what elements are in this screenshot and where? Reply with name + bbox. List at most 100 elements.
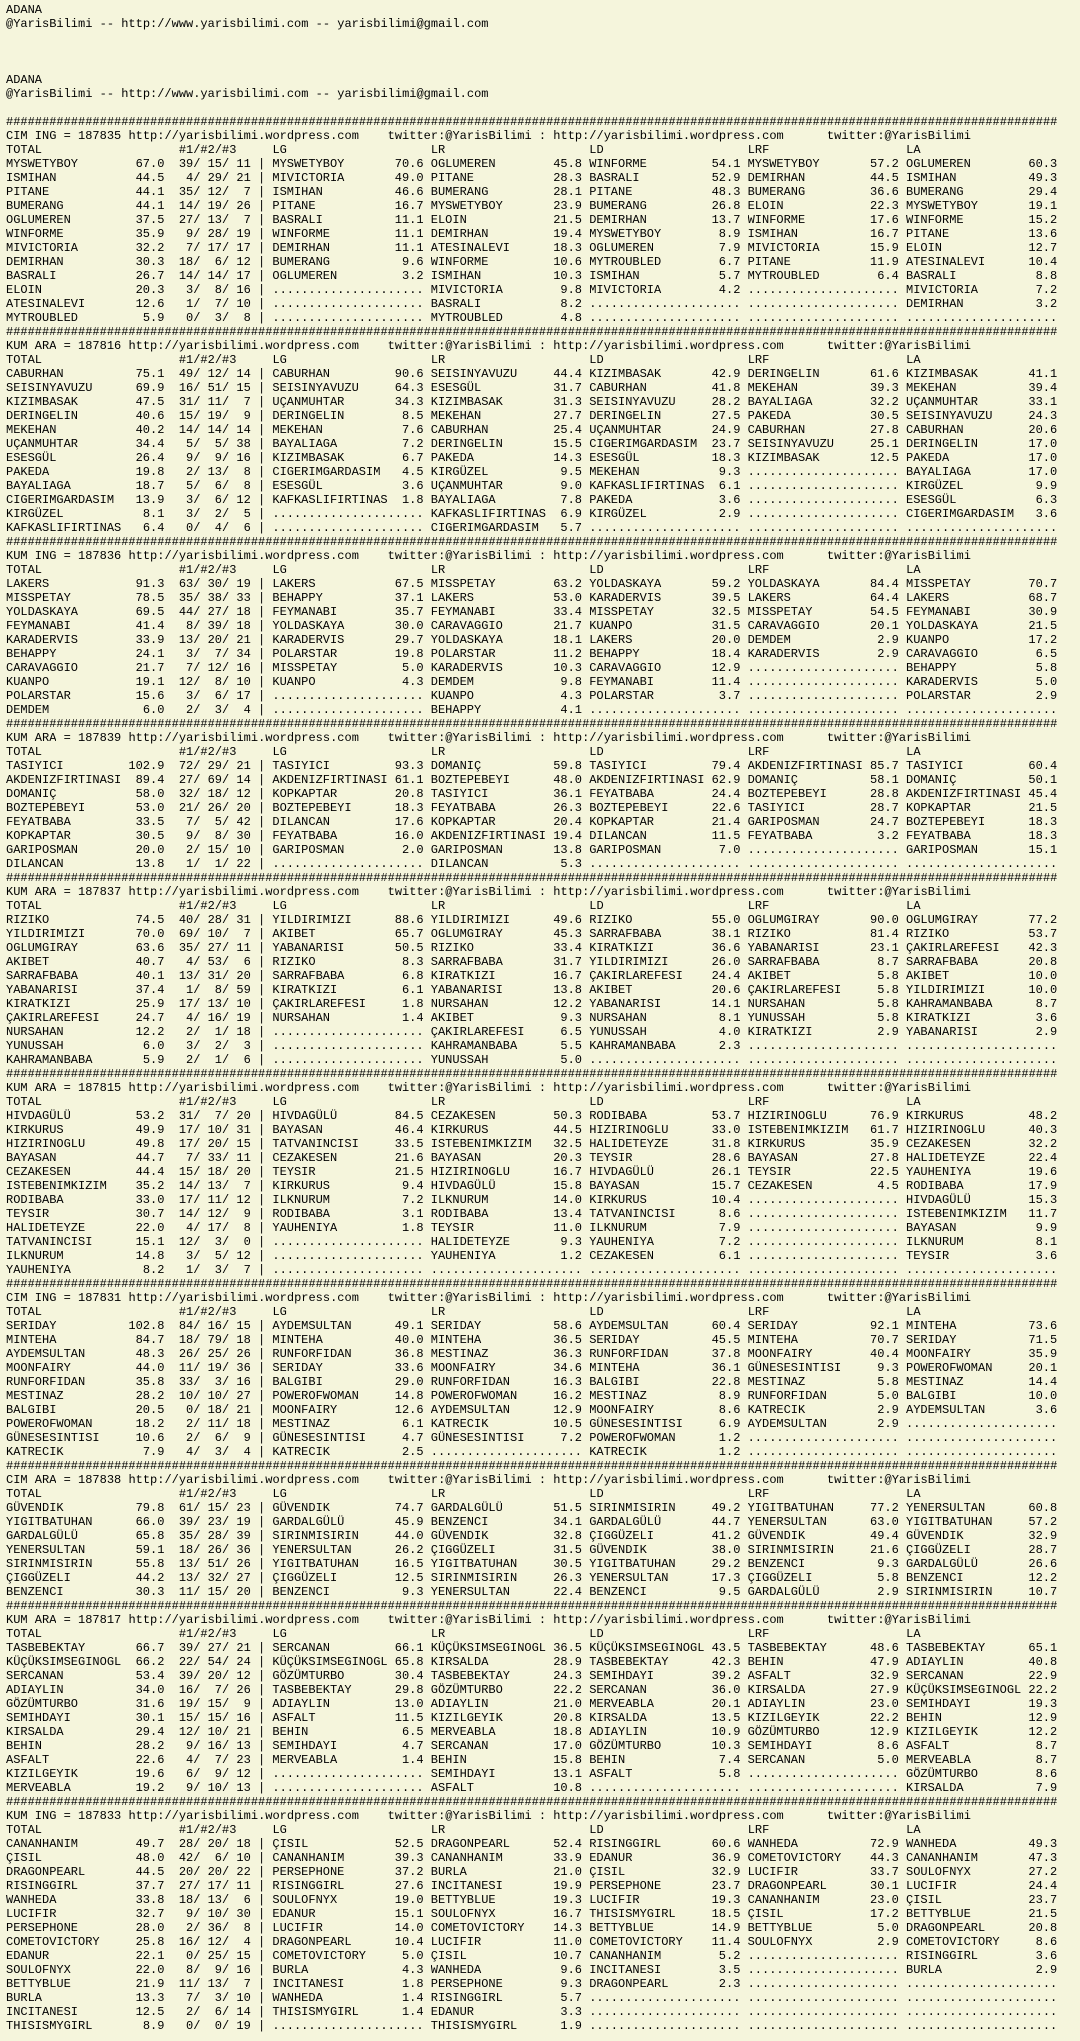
la-value: 9.9: [1035, 479, 1058, 493]
lg-value: 10.4: [394, 1935, 424, 1949]
pipe: |: [257, 1109, 266, 1123]
slash: /: [193, 1697, 201, 1711]
third-count: 0: [243, 1235, 251, 1249]
site-link[interactable]: http://yarisbilimi.wordpress.com: [128, 1081, 359, 1095]
ld-value: 4.0: [718, 1025, 741, 1039]
lrf-value: 6.4: [877, 269, 899, 283]
third-count: 10: [236, 997, 251, 1011]
site-link[interactable]: http://yarisbilimi.wordpress.com: [553, 1613, 784, 1627]
lg-name: COMETOVICTORY: [272, 1949, 366, 1963]
gap: [582, 1123, 589, 1137]
lg-value: 37.1: [394, 591, 424, 605]
gap: [582, 941, 589, 955]
slash: /: [193, 1935, 201, 1949]
total-score: 30.1: [135, 1711, 165, 1725]
first-count: 2: [186, 703, 194, 717]
lrf-value: 9.3: [877, 1361, 899, 1375]
ld-name: FEYATBABA: [589, 787, 654, 801]
gap: [740, 1921, 747, 1935]
lr-value: 50.3: [553, 1109, 582, 1123]
ld-value: 1.2: [718, 1445, 741, 1459]
second-count: 5: [214, 437, 222, 451]
lr-value: 9.3: [560, 1977, 582, 1991]
gap: [740, 493, 747, 507]
twitter-handle[interactable]: twitter:@YarisBilimi: [387, 1473, 532, 1487]
site-link[interactable]: http://yarisbilimi.wordpress.com: [553, 731, 784, 745]
twitter-handle[interactable]: twitter:@YarisBilimi: [387, 1809, 532, 1823]
slash: /: [193, 1977, 201, 1991]
lg-value: 16.0: [394, 829, 424, 843]
lr-name: ELOIN: [430, 213, 467, 227]
site-link[interactable]: http://yarisbilimi.wordpress.com: [553, 129, 784, 143]
site-link[interactable]: http://yarisbilimi.wordpress.com: [553, 1473, 784, 1487]
gap: [582, 997, 589, 1011]
pipe-divider: |: [251, 857, 273, 871]
gap: [424, 241, 431, 255]
pipe-divider: |: [251, 1403, 273, 1417]
twitter-handle[interactable]: twitter:@YarisBilimi: [387, 129, 532, 143]
site-link[interactable]: http://yarisbilimi.wordpress.com: [553, 1081, 784, 1095]
slash: /: [193, 1445, 201, 1459]
ld-value: 10.4: [711, 1193, 741, 1207]
lg-name: RUNFORFIDAN: [272, 1347, 352, 1361]
lrf-empty: .....................: [747, 1963, 899, 1977]
twitter-handle[interactable]: twitter:@YarisBilimi: [387, 339, 532, 353]
gap: [424, 1431, 431, 1445]
horse-row: KOPKAPTAR 30.5 9/8/30 | FEYATBABA 16.0 AKDEN…: [6, 829, 1080, 843]
la-value: 29.4: [1028, 185, 1058, 199]
lrf-value: 3.2: [877, 829, 899, 843]
second-count: 4: [214, 521, 222, 535]
site-link[interactable]: http://yarisbilimi.wordpress.com: [553, 1291, 784, 1305]
third-count: 14: [236, 367, 251, 381]
site-link[interactable]: http://yarisbilimi.wordpress.com: [128, 1473, 359, 1487]
twitter-handle[interactable]: twitter:@YarisBilimi: [387, 885, 532, 899]
lr-name: GARIPOSMAN: [430, 843, 503, 857]
horse-name: FEYMANABI: [6, 619, 71, 633]
first-count: 3: [186, 647, 194, 661]
site-link[interactable]: http://yarisbilimi.wordpress.com: [128, 731, 359, 745]
second-count: 28: [207, 1529, 222, 1543]
gap: [740, 2019, 747, 2033]
slash: /: [193, 1767, 201, 1781]
gap: [899, 1921, 906, 1935]
pipe-divider: |: [251, 633, 273, 647]
site-link[interactable]: http://yarisbilimi.wordpress.com: [128, 1809, 359, 1823]
pipe-divider: |: [251, 1501, 273, 1515]
twitter-handle[interactable]: twitter:@YarisBilimi: [387, 1613, 532, 1627]
site-link[interactable]: http://yarisbilimi.wordpress.com: [128, 549, 359, 563]
total-score: 22.0: [135, 1221, 165, 1235]
total-score: 40.1: [135, 969, 165, 983]
lr-value: 19.4: [553, 227, 582, 241]
lg-name: BAYASAN: [272, 1123, 323, 1137]
total-score: 44.1: [135, 185, 165, 199]
slash: /: [193, 1669, 201, 1683]
twitter-handle[interactable]: twitter:@YarisBilimi: [387, 549, 532, 563]
lr-value: 5.7: [560, 1991, 582, 2005]
pipe-divider: |: [251, 1347, 273, 1361]
site-link[interactable]: http://yarisbilimi.wordpress.com: [128, 1291, 359, 1305]
third-count: 12: [236, 787, 251, 801]
twitter-handle[interactable]: twitter:@YarisBilimi: [387, 731, 532, 745]
la-value: 60.8: [1028, 1501, 1058, 1515]
site-link[interactable]: http://yarisbilimi.wordpress.com: [128, 339, 359, 353]
gap: [582, 2005, 589, 2019]
pipe-divider: |: [251, 1949, 273, 1963]
site-link[interactable]: http://yarisbilimi.wordpress.com: [128, 1613, 359, 1627]
la-name: LUCIFIR: [906, 1879, 957, 1893]
site-link[interactable]: http://yarisbilimi.wordpress.com: [553, 339, 784, 353]
site-link[interactable]: http://yarisbilimi.wordpress.com: [128, 885, 359, 899]
gap: [582, 1921, 589, 1935]
lr-value: 52.4: [553, 1837, 582, 1851]
site-link[interactable]: http://yarisbilimi.wordpress.com: [553, 1809, 784, 1823]
twitter-handle[interactable]: twitter:@YarisBilimi: [387, 1081, 532, 1095]
horse-row: LAKERS 91.3 63/30/19 | LAKERS 67.5 MISSPETAY…: [6, 577, 1080, 591]
twitter-handle[interactable]: twitter:@YarisBilimi: [387, 1291, 532, 1305]
site-link[interactable]: http://yarisbilimi.wordpress.com: [128, 129, 359, 143]
gap: [740, 1123, 747, 1137]
third-count: 20: [236, 801, 251, 815]
race-title: CIM ING = 187835 http://yarisbilimi.word…: [6, 129, 359, 143]
gap: [582, 801, 589, 815]
site-link[interactable]: http://yarisbilimi.wordpress.com: [553, 885, 784, 899]
site-link[interactable]: http://yarisbilimi.wordpress.com: [553, 549, 784, 563]
slash: /: [222, 577, 230, 591]
